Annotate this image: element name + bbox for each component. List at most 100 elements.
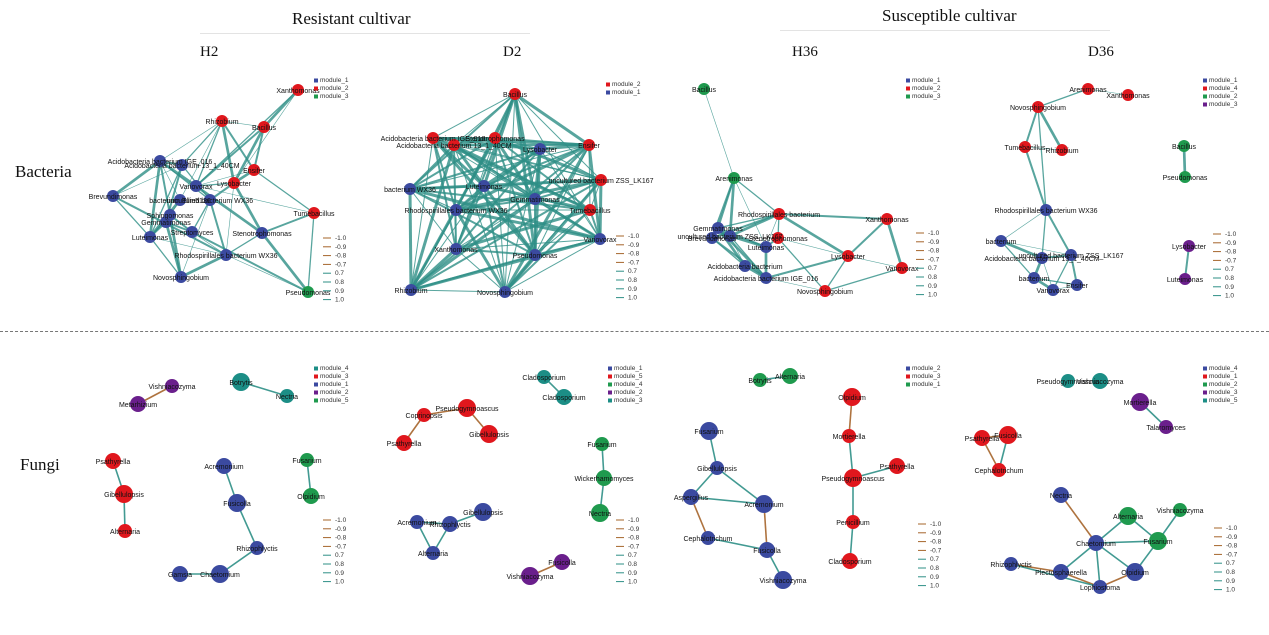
node: [595, 174, 607, 186]
edge: [410, 289, 506, 293]
node-label: Cladosporium: [522, 375, 565, 382]
scale-label: -0.8: [930, 539, 942, 546]
legend-swatch: [906, 78, 910, 83]
edge: [220, 120, 236, 184]
node-label: Bacillus: [1172, 144, 1197, 151]
legend-swatch: [314, 374, 318, 379]
edge: [1041, 209, 1047, 259]
edge: [195, 169, 255, 187]
node: [1061, 374, 1075, 388]
edge: [261, 212, 315, 234]
edge: [1024, 146, 1063, 151]
node-label: Novosphingobium: [477, 290, 533, 297]
legend-label: module_1: [320, 381, 349, 388]
node-label: Luteimonas: [132, 235, 169, 242]
edge: [191, 199, 211, 233]
node-label: Bacillus: [252, 125, 277, 132]
node-label: Psathyrella: [96, 459, 131, 466]
node-label: Wickerhamomyces: [574, 476, 634, 483]
node-label: Rhodospirillales bacterium WX36: [174, 253, 277, 260]
node: [489, 132, 501, 144]
node-label: Novosphingobium: [153, 275, 209, 282]
node: [974, 430, 990, 446]
scale-label: -1.0: [1225, 231, 1237, 238]
column-h2: H2: [200, 44, 219, 60]
node-label: Rhizophlyctis: [236, 546, 278, 553]
node: [995, 235, 1007, 247]
scale-label: 0.9: [930, 574, 939, 581]
node: [759, 542, 775, 558]
node: [698, 83, 710, 95]
node-label: bacterium Ellin5136: [149, 198, 211, 205]
legend-swatch: [314, 398, 318, 403]
node: [1056, 144, 1068, 156]
node: [534, 143, 546, 155]
edge: [409, 148, 541, 190]
node: [396, 435, 412, 451]
edge: [539, 148, 601, 240]
edge: [729, 234, 767, 249]
node: [700, 422, 718, 440]
edge: [232, 126, 266, 184]
edge: [1052, 254, 1072, 291]
node: [1065, 249, 1077, 261]
scale-label: -0.8: [335, 253, 347, 260]
node-label: Pseudogymnoascus: [1036, 379, 1100, 386]
scale-label: 0.8: [628, 561, 637, 568]
node-label: Fusicolla: [753, 548, 781, 555]
node: [1179, 171, 1191, 183]
node-label: Xanthomonas: [1106, 93, 1150, 100]
node-label: Lysobacter: [831, 254, 866, 261]
edge: [409, 144, 455, 190]
node-label: Alternaria: [110, 529, 140, 536]
node-label: Nectria: [276, 394, 298, 401]
network-fun_d36: PseudogymnoascusVishniacozymaMortierella…: [965, 373, 1204, 594]
edge: [408, 188, 413, 291]
node: [404, 183, 416, 195]
node: [591, 504, 609, 522]
node-label: Cephalotrichum: [974, 468, 1023, 475]
edge: [733, 177, 780, 215]
node: [755, 495, 773, 513]
node: [774, 571, 792, 589]
node-label: Aspergillus: [674, 495, 709, 502]
scale-label: 0.7: [628, 552, 637, 559]
edge: [455, 148, 541, 211]
node-label: Rhodospirillales bacterium WX36: [994, 208, 1097, 215]
edge: [410, 254, 536, 291]
node: [584, 204, 596, 216]
legend-swatch: [1203, 366, 1207, 371]
legend-swatch: [1203, 382, 1207, 387]
scale-label: 0.8: [928, 274, 937, 281]
node: [843, 388, 861, 406]
node: [706, 232, 718, 244]
edge: [777, 237, 826, 292]
edge: [1000, 240, 1072, 256]
scale-label: -0.7: [1225, 257, 1237, 264]
legend-label: module_2: [320, 85, 349, 92]
scale-label: -1.0: [1226, 525, 1238, 532]
node: [1032, 101, 1044, 113]
legend-swatch: [906, 382, 910, 387]
node-label: Gibellulopsis: [463, 510, 503, 517]
node: [1040, 204, 1052, 216]
legend-swatch: [314, 390, 318, 395]
susceptible-cultivar-header: Susceptible cultivar: [882, 6, 1017, 25]
edge: [112, 195, 151, 238]
edge: [410, 197, 536, 292]
edge: [455, 208, 591, 251]
edge: [455, 248, 536, 256]
scale-label: 1.0: [1225, 293, 1234, 300]
node-label: Rhizophlyctis: [990, 562, 1032, 569]
node: [280, 389, 294, 403]
legend-label: module_5: [614, 373, 643, 380]
scale-label: -0.9: [335, 526, 347, 533]
node-label: Rhizobium: [394, 288, 427, 295]
node: [1092, 373, 1108, 389]
scale-label: -0.8: [1226, 543, 1238, 550]
node-label: uncultured bacterium ZSS_LK167: [548, 178, 653, 185]
legend-swatch: [906, 94, 910, 99]
node-label: Luteimonas: [1167, 277, 1204, 284]
